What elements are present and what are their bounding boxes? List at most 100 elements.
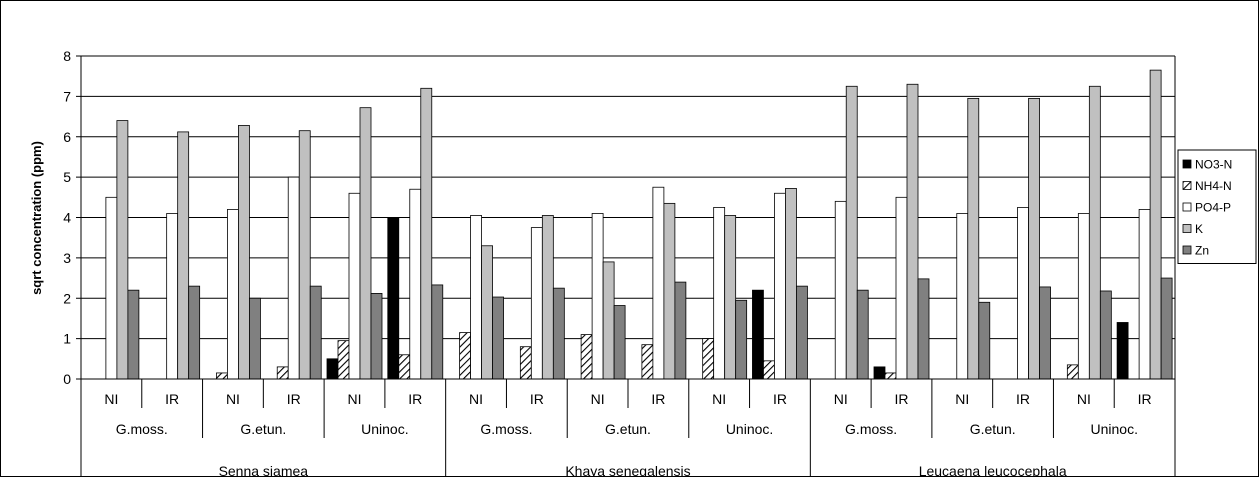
- inoculum-label: G.etun.: [605, 421, 651, 437]
- treatment-label: NI: [226, 391, 240, 407]
- bar-po4-p: [409, 188, 422, 380]
- treatment-label: NI: [591, 391, 605, 407]
- bar-nh4-n: [398, 354, 411, 380]
- bar-zn: [613, 305, 626, 380]
- bar-po4-p: [1017, 207, 1029, 380]
- bar-nh4-n: [276, 366, 289, 380]
- y-tick-label: 1: [63, 331, 71, 347]
- bar-nh4-n: [641, 344, 654, 380]
- y-tick-label: 5: [63, 169, 71, 185]
- bar-nh4-n: [702, 338, 715, 380]
- legend-label: K: [1195, 222, 1203, 236]
- inoculum-label: Uninoc.: [726, 421, 773, 437]
- bar-po4-p: [166, 213, 179, 380]
- bar-k: [1088, 85, 1101, 380]
- inoculum-label: Uninoc.: [361, 421, 408, 437]
- bar-zn: [492, 296, 504, 380]
- legend-swatch-no3-n: [1182, 159, 1192, 169]
- treatment-label: NI: [834, 391, 848, 407]
- treatment-label: IR: [530, 391, 544, 407]
- treatment-label: NI: [104, 391, 118, 407]
- bar-nh4-n: [459, 332, 471, 380]
- y-tick-label: 0: [63, 371, 71, 387]
- legend-swatch-nh4-n: [1182, 181, 1192, 190]
- bar-nh4-n: [884, 372, 897, 380]
- bar-nh4-n: [1066, 364, 1079, 380]
- bar-k: [663, 202, 676, 380]
- treatment-label: IR: [773, 391, 787, 407]
- species-label: Leucaena leucocephala: [919, 463, 1067, 477]
- bar-po4-p: [956, 213, 969, 380]
- bar-zn: [309, 285, 322, 380]
- bar-nh4-n: [216, 372, 228, 380]
- bar-po4-p: [652, 186, 665, 380]
- bar-po4-p: [530, 227, 543, 380]
- bar-no3-n: [326, 358, 339, 380]
- bar-po4-p: [348, 192, 361, 380]
- bar-zn: [1099, 290, 1112, 380]
- legend-label: Zn: [1195, 244, 1209, 258]
- bar-no3-n: [752, 289, 764, 380]
- bar-k: [724, 215, 737, 380]
- bar-k: [845, 85, 858, 380]
- inoculum-label: G.etun.: [240, 421, 286, 437]
- bar-zn: [856, 289, 869, 380]
- bar-k: [481, 245, 493, 380]
- inoculum-label: Uninoc.: [1090, 421, 1137, 437]
- bar-zn: [735, 299, 748, 380]
- treatment-label: IR: [895, 391, 909, 407]
- treatment-label: IR: [1138, 391, 1152, 407]
- bar-po4-p: [591, 213, 604, 380]
- bar-k: [541, 215, 554, 380]
- bar-po4-p: [287, 176, 300, 380]
- bar-po4-p: [1077, 213, 1090, 380]
- bar-zn: [188, 285, 201, 380]
- treatment-label: IR: [651, 391, 665, 407]
- bar-zn: [978, 301, 991, 380]
- bar-zn: [1039, 286, 1051, 380]
- treatment-label: NI: [1077, 391, 1091, 407]
- y-tick-label: 6: [63, 129, 71, 145]
- bar-po4-p: [834, 200, 847, 380]
- treatment-label: IR: [165, 391, 179, 407]
- bar-nh4-n: [763, 360, 775, 380]
- bar-po4-p: [470, 215, 482, 380]
- y-axis-title: sqrt concentration (ppm): [29, 141, 44, 295]
- bar-k: [359, 107, 372, 380]
- bar-zn: [917, 278, 930, 380]
- bar-zn: [552, 287, 565, 380]
- y-tick-label: 7: [63, 88, 71, 104]
- legend-label: PO4-P: [1195, 201, 1231, 215]
- bar-k: [420, 87, 433, 380]
- legend-swatch-zn: [1182, 245, 1192, 255]
- y-tick-label: 3: [63, 250, 71, 266]
- bar-po4-p: [895, 196, 908, 380]
- legend-swatch-k: [1182, 224, 1192, 233]
- inoculum-label: G.moss.: [480, 421, 532, 437]
- inoculum-label: G.moss.: [116, 421, 168, 437]
- bar-k: [1149, 69, 1162, 380]
- species-label: Khaya senegalensis: [565, 463, 690, 477]
- bar-k: [602, 261, 615, 380]
- bar-zn: [249, 297, 261, 380]
- y-tick-label: 4: [63, 210, 71, 226]
- bar-k: [238, 125, 250, 380]
- bar-po4-p: [713, 207, 726, 380]
- treatment-label: NI: [955, 391, 969, 407]
- bar-no3-n: [1116, 322, 1129, 380]
- y-tick-label: 2: [63, 290, 71, 306]
- treatment-label: NI: [712, 391, 726, 407]
- treatment-label: IR: [1016, 391, 1030, 407]
- bar-no3-n: [873, 366, 886, 380]
- bar-po4-p: [774, 192, 786, 380]
- bar-nh4-n: [337, 340, 350, 380]
- treatment-label: IR: [287, 391, 301, 407]
- bar-po4-p: [105, 196, 118, 380]
- inoculum-label: G.etun.: [970, 421, 1016, 437]
- bar-zn: [1160, 277, 1173, 380]
- bar-zn: [674, 281, 687, 380]
- treatment-label: NI: [348, 391, 362, 407]
